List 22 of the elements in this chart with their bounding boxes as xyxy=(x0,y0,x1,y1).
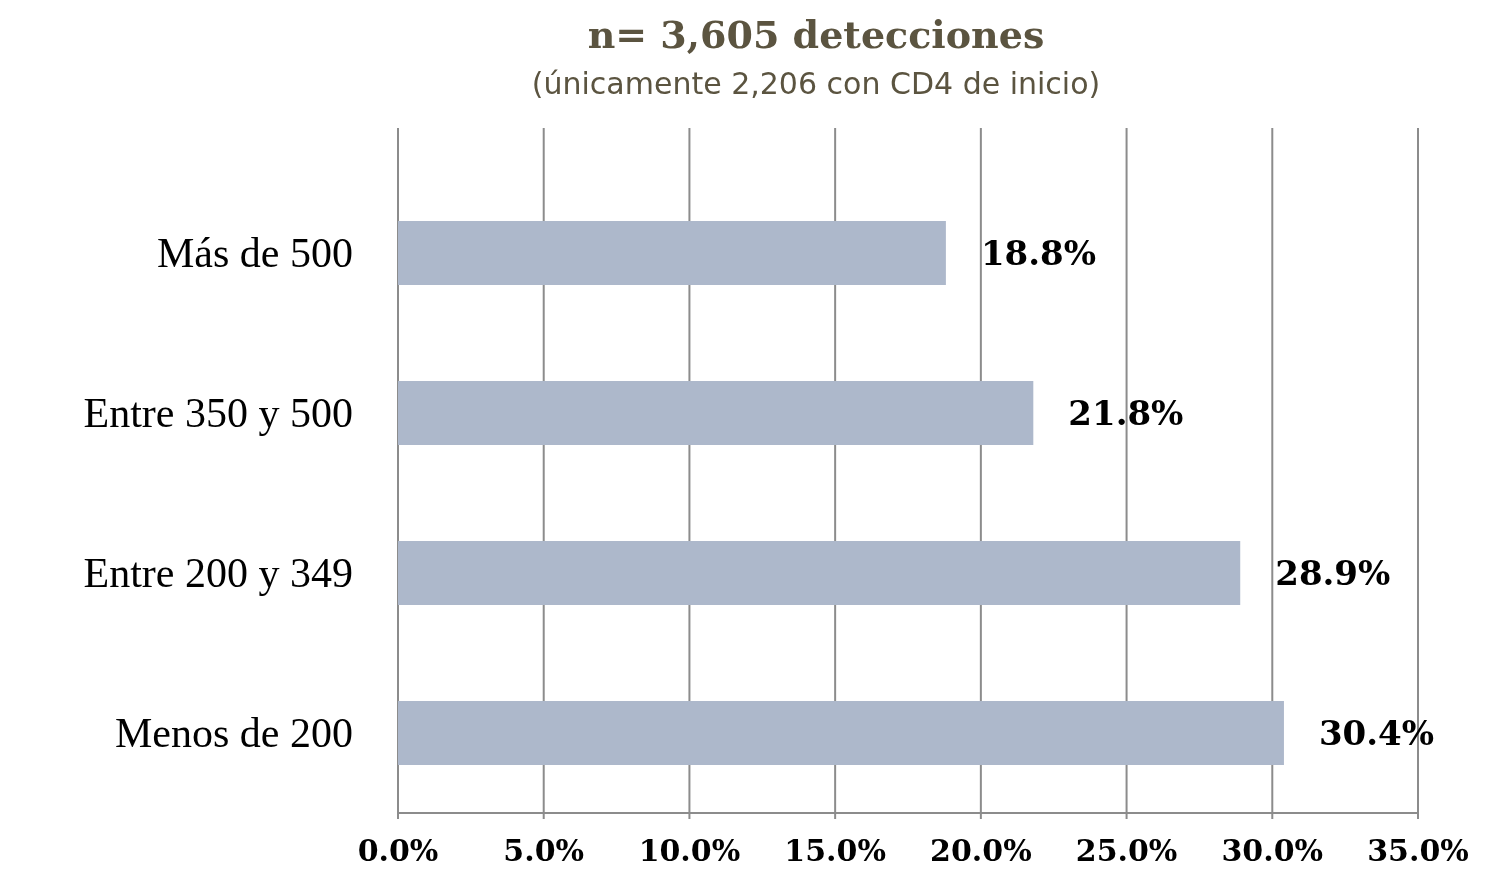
data-label: 18.8% xyxy=(980,233,1097,273)
data-label: 21.8% xyxy=(1068,393,1184,433)
bar xyxy=(398,381,1034,445)
x-tick-label: 20.0% xyxy=(930,833,1032,868)
bar xyxy=(398,221,946,285)
chart-subtitle: (únicamente 2,206 con CD4 de inicio) xyxy=(531,66,1101,101)
x-tick-label: 15.0% xyxy=(784,833,886,868)
bar xyxy=(398,541,1241,605)
x-tick-label: 30.0% xyxy=(1221,833,1324,868)
x-tick-label: 10.0% xyxy=(638,833,741,868)
bar xyxy=(398,701,1284,765)
x-tick-label: 25.0% xyxy=(1075,833,1178,868)
y-tick-label: Más de 500 xyxy=(157,230,353,276)
x-tick-label: 35.0% xyxy=(1367,833,1469,868)
chart-title: n= 3,605 detecciones xyxy=(587,12,1045,57)
data-label: 30.4% xyxy=(1318,713,1435,753)
x-tick-label: 0.0% xyxy=(357,833,439,868)
data-label: 28.9% xyxy=(1275,553,1391,593)
y-tick-label: Entre 200 y 349 xyxy=(83,550,353,596)
x-tick-label: 5.0% xyxy=(503,833,585,868)
y-tick-label: Entre 350 y 500 xyxy=(83,390,353,436)
y-tick-label: Menos de 200 xyxy=(115,710,353,756)
